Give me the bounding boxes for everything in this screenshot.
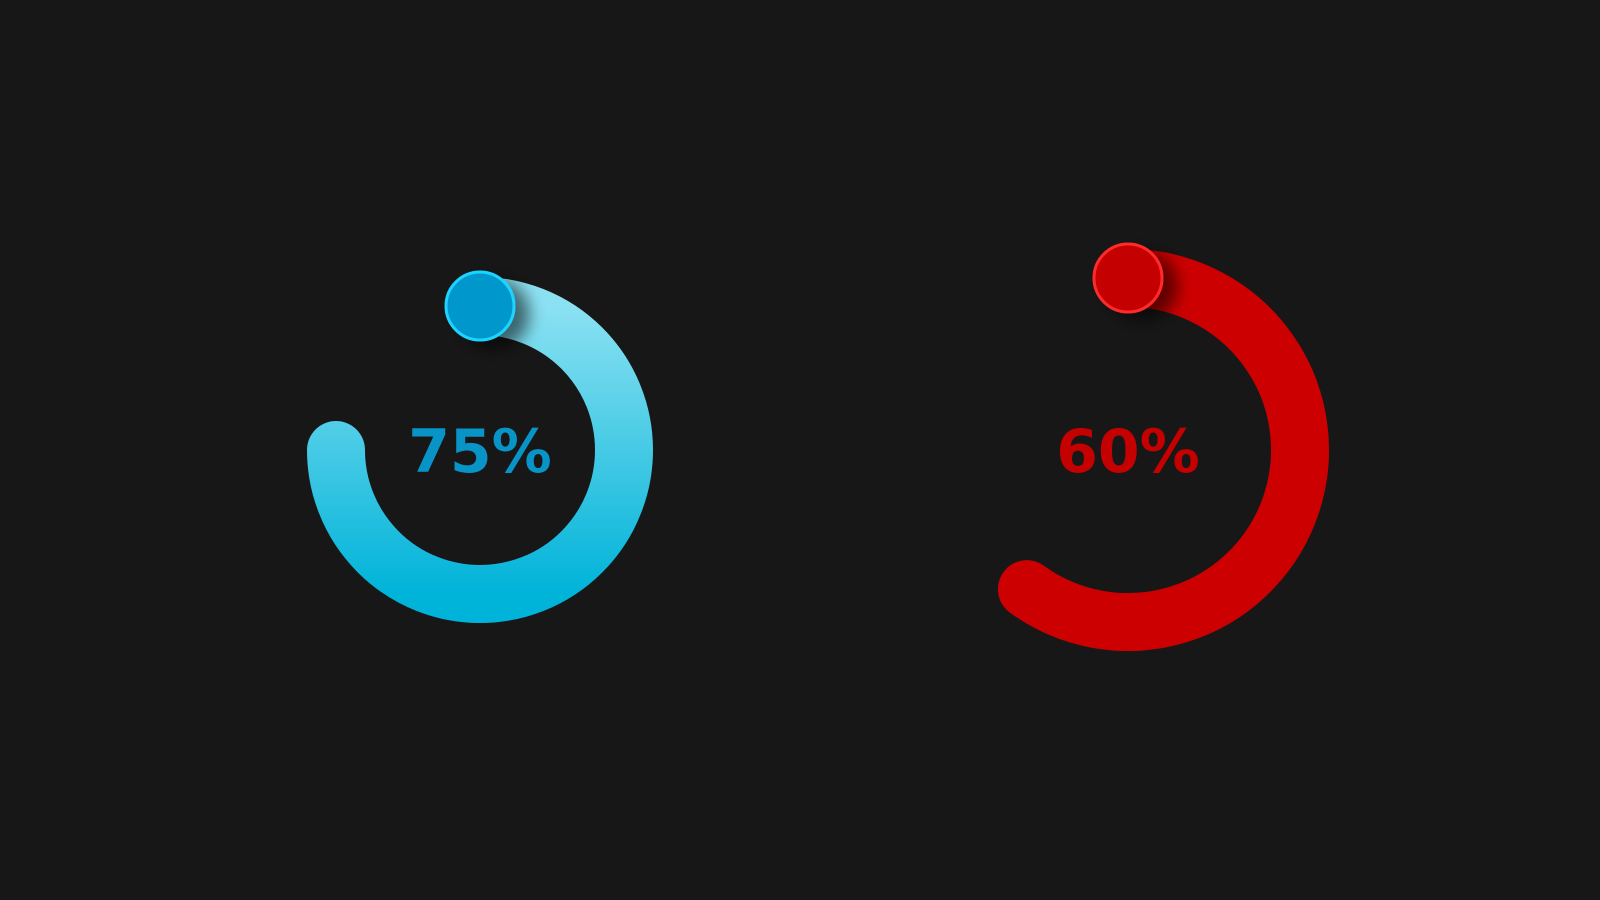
- progress-knob-blue[interactable]: [444, 270, 516, 342]
- progress-percent-label: 75%: [408, 417, 552, 487]
- progress-gauge-blue: 75%: [307, 270, 653, 623]
- progress-knob-red[interactable]: [1092, 242, 1164, 314]
- progress-percent-label: 60%: [1056, 417, 1200, 487]
- progress-arc-red: [997, 249, 1329, 651]
- progress-gauge-red: 60%: [997, 242, 1329, 651]
- progress-arc-blue: [307, 277, 653, 623]
